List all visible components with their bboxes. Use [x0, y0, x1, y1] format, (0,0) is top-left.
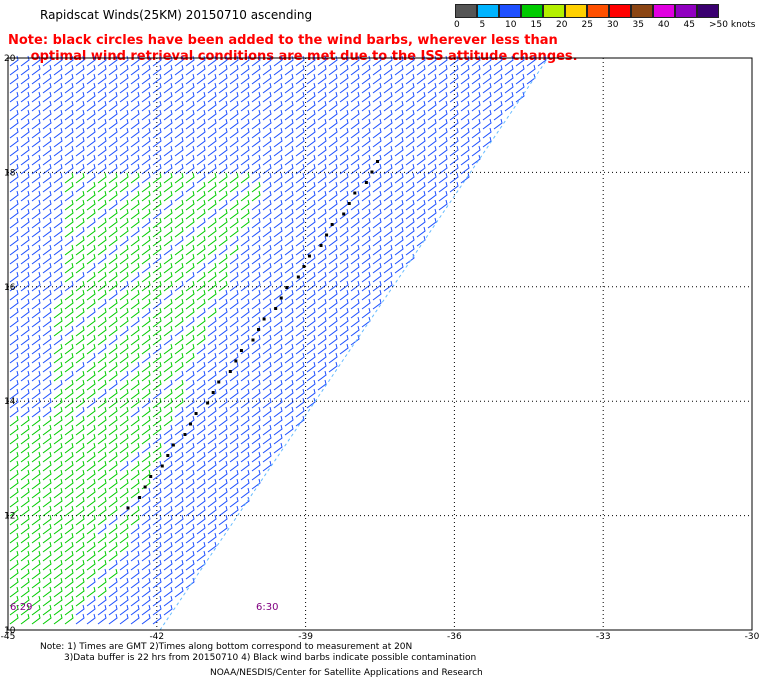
flagged-barb-marker [143, 485, 147, 489]
flagged-barb-marker [194, 412, 198, 415]
wind-barb [9, 55, 547, 625]
flagged-barb-marker [296, 275, 300, 279]
longitude-tick-label: -30 [745, 632, 760, 642]
flagged-barb-marker [376, 160, 379, 163]
longitude-tick-label: -33 [596, 632, 611, 642]
longitude-tick-label: -45 [1, 632, 16, 642]
flagged-barb-marker [239, 349, 243, 352]
color-scale-label: 5 [479, 20, 486, 30]
color-swatch [543, 4, 565, 18]
color-scale-label: 10 [505, 20, 517, 30]
color-scale-labels: 0 5 10 15 20 25 30 35 40 45 >50 knots [454, 18, 756, 32]
flagged-barb-marker [347, 202, 351, 205]
color-scale-label: 30 [607, 20, 619, 30]
flagged-barb-marker [189, 422, 192, 426]
flagged-barb-marker [279, 296, 283, 300]
flagged-barb-marker [126, 506, 130, 510]
flagged-barb-marker [138, 496, 142, 499]
flagged-barb-marker [274, 307, 278, 310]
map-title: Rapidscat Winds(25KM) 20150710 ascending [40, 8, 313, 22]
flagged-barb-marker [370, 170, 374, 174]
flagged-barb-marker [353, 191, 357, 195]
wind-barb [9, 172, 261, 625]
flagged-barb-marker [171, 443, 175, 447]
color-swatch [675, 4, 697, 18]
color-swatch [631, 4, 653, 18]
color-scale-label: >50 knots [709, 20, 756, 30]
color-scale-label: 40 [658, 20, 670, 30]
longitude-tick-label: -36 [447, 632, 462, 642]
time-label: 6:30 [256, 602, 278, 613]
color-scale-label: 20 [556, 20, 568, 30]
lat-lon-grid [7, 57, 753, 631]
color-swatch [521, 4, 543, 18]
color-scale-label: 45 [683, 20, 695, 30]
flagged-barb-marker [302, 265, 306, 268]
latitude-tick-label: 12 [4, 512, 15, 522]
flagged-barb-marker [206, 401, 210, 405]
latitude-tick-label: 10 [4, 626, 16, 636]
wind-barbs-layer [9, 55, 549, 631]
flagged-barb-marker [325, 233, 329, 237]
color-swatch [477, 4, 499, 18]
color-scale-bar [455, 4, 719, 18]
flagged-barb-marker [211, 391, 215, 394]
latitude-tick-label: 14 [4, 397, 16, 407]
flagged-barb-marker [228, 370, 232, 373]
flagged-barb-marker [183, 433, 187, 436]
flagged-barb-marker [217, 380, 221, 384]
flagged-barb-marker [285, 286, 289, 289]
flagged-barb-marker [330, 223, 334, 226]
footer-note-1: Note: 1) Times are GMT 2)Times along bot… [40, 642, 413, 652]
time-label: 6:29 [10, 602, 32, 613]
flagged-barb-marker [251, 338, 255, 342]
wind-speed-color-scale: 0 5 10 15 20 25 30 35 40 45 >50 knots [454, 4, 756, 32]
axis-tick-labels: -45 -42 -39 -36 -33 -30 20 18 16 14 12 10 6:29 6:30 [1, 54, 760, 642]
color-swatch [565, 4, 587, 18]
map-frame [7, 57, 753, 631]
footer-note-2: 3)Data buffer is 22 hrs from 20150710 4)… [64, 653, 477, 663]
latitude-tick-label: 20 [4, 54, 16, 64]
flagged-barb-marker [342, 212, 346, 216]
flagged-barb-marker [262, 317, 266, 321]
flagged-barb-marker [319, 244, 323, 247]
color-swatch [653, 4, 675, 18]
flagged-barbs-layer [126, 160, 379, 510]
color-scale-label: 0 [454, 20, 460, 30]
color-scale-label: 15 [530, 20, 542, 30]
flagged-barb-marker [234, 359, 238, 363]
longitude-tick-label: -42 [149, 632, 164, 642]
flagged-barb-marker [364, 181, 368, 184]
note-line-1: Note: black circles have been added to t… [8, 33, 558, 48]
latitude-tick-label: 18 [4, 168, 16, 178]
color-scale-label: 35 [632, 20, 644, 30]
color-swatch [499, 4, 521, 18]
color-scale-label: 25 [581, 20, 593, 30]
flagged-barb-marker [166, 454, 170, 457]
flagged-barb-marker [307, 254, 311, 258]
footer-credit: NOAA/NESDIS/Center for Satellite Applica… [210, 668, 483, 678]
swath-edge [159, 57, 549, 631]
color-swatch [455, 4, 477, 18]
color-swatch [587, 4, 609, 18]
note-line-2: optimal wind retrieval conditions are me… [30, 49, 578, 64]
longitude-tick-label: -39 [298, 632, 313, 642]
latitude-tick-label: 16 [4, 283, 16, 293]
flagged-barb-marker [149, 475, 153, 478]
flagged-barb-marker [160, 464, 164, 468]
flagged-barb-marker [257, 328, 261, 331]
contamination-note: Note: black circles have been added to t… [8, 33, 578, 65]
color-swatch [609, 4, 631, 18]
color-swatch [697, 4, 719, 18]
